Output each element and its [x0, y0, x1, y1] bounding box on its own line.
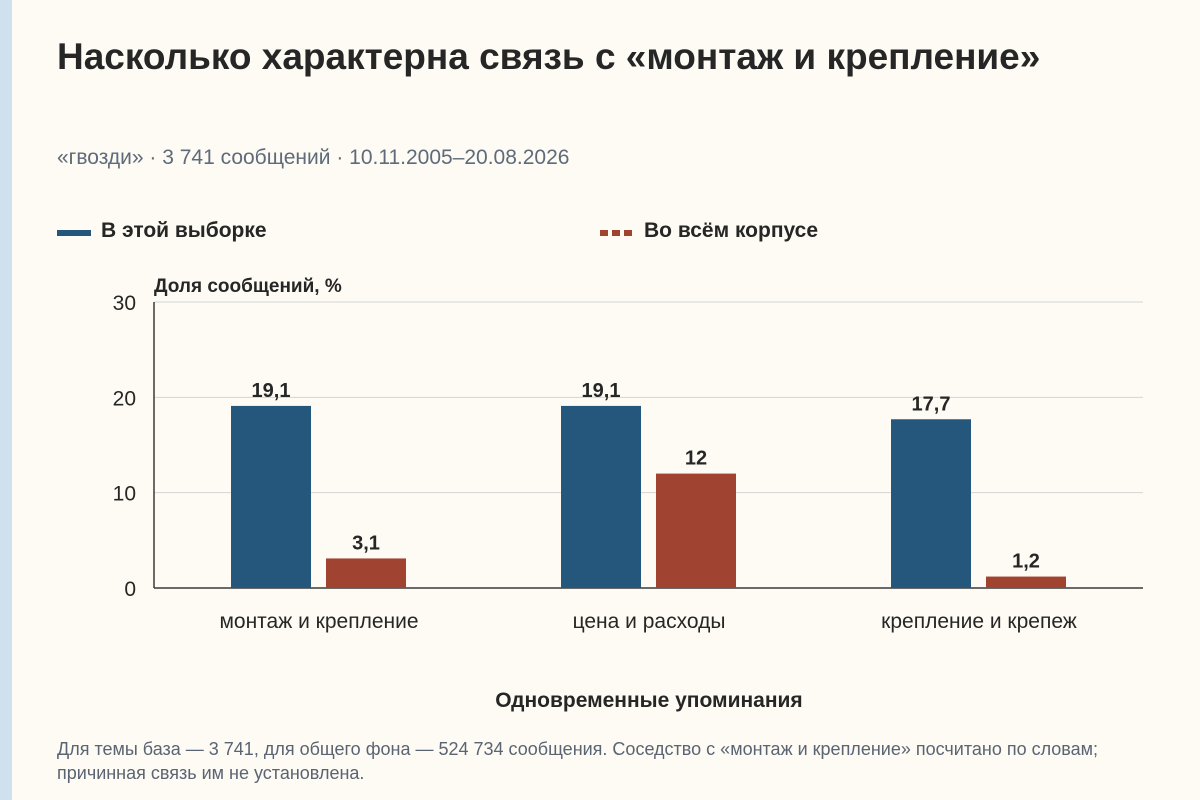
chart-title: Насколько характерна связь с «монтаж и к…: [57, 36, 1041, 77]
legend-swatch-sample: [57, 229, 91, 236]
x-tick-label: цена и расходы: [573, 610, 726, 633]
legend-item-sample: В этой выборке: [57, 219, 267, 243]
x-tick-label: монтаж и крепление: [219, 610, 418, 633]
bar: [986, 576, 1066, 588]
bar: [231, 405, 311, 588]
y-tick-label: 20: [113, 387, 136, 410]
chart-subtitle: «гвозди» · 3 741 сообщений · 10.11.2005–…: [57, 146, 570, 169]
y-tick-label: 0: [124, 578, 136, 601]
labels-layer: 0 10 20 30 Доля сообщений, % 19,1 3,1 монтаж и …: [113, 276, 1077, 712]
bar: [561, 405, 641, 588]
left-accent-stripe: [0, 0, 12, 800]
footnote: Для темы база — 3 741, для общего фона —…: [57, 739, 1099, 783]
bars-layer: [231, 405, 1066, 588]
legend-item-corpus: Во всём корпусе: [600, 219, 818, 243]
bar: [326, 558, 406, 588]
y-tick-label: 10: [113, 483, 136, 506]
bar: [656, 473, 736, 588]
legend-label-sample: В этой выборке: [101, 219, 267, 242]
data-label: 12: [685, 448, 707, 470]
bar: [891, 419, 971, 588]
data-label: 17,7: [912, 393, 951, 415]
y-tick-label: 30: [113, 292, 136, 315]
legend-label-corpus: Во всём корпусе: [644, 219, 819, 242]
x-axis-label: Одновременные упоминания: [495, 689, 802, 712]
data-label: 3,1: [352, 532, 380, 554]
grid-layer: [153, 301, 1143, 589]
x-tick-label: крепление и крепеж: [881, 610, 1077, 633]
legend-swatch-corpus: [600, 229, 634, 236]
data-label: 1,2: [1012, 551, 1040, 573]
data-label: 19,1: [252, 380, 291, 402]
data-label: 19,1: [582, 380, 621, 402]
y-axis-label: Доля сообщений, %: [154, 276, 342, 297]
